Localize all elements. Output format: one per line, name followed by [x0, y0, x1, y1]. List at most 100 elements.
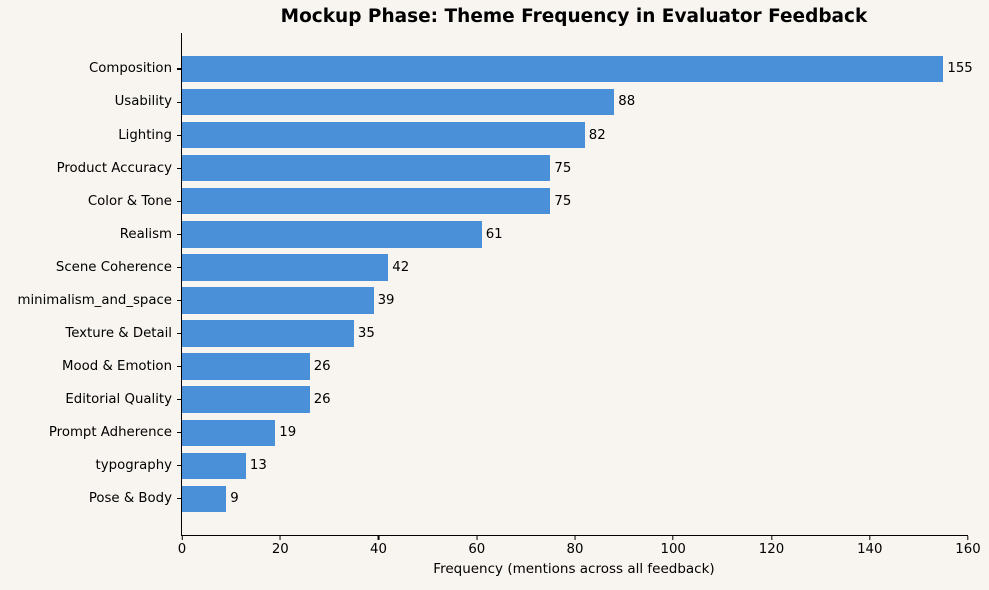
category-label: Composition: [88, 61, 172, 77]
x-tick: 120: [758, 536, 785, 558]
y-tick-mark: [177, 68, 181, 70]
value-label: 35: [357, 325, 375, 341]
chart-title: Mockup Phase: Theme Frequency in Evaluat…: [280, 6, 868, 27]
category-label: Editorial Quality: [65, 392, 172, 407]
value-label: 61: [485, 226, 503, 242]
value-label: 26: [313, 392, 331, 407]
category-label: Realism: [119, 226, 172, 242]
x-tick-mark: [476, 536, 478, 541]
bar-rows: Composition 155 Usability 88 Lighting 82…: [18, 53, 973, 516]
y-tick-mark: [177, 498, 181, 500]
value-label: 26: [313, 358, 331, 374]
x-tick-label: 100: [660, 542, 686, 558]
x-tick: 40: [370, 536, 387, 558]
value-label: 155: [947, 61, 973, 77]
bar: [182, 287, 374, 314]
x-tick-mark: [869, 536, 871, 541]
bar: [182, 55, 944, 83]
y-tick-mark: [177, 101, 181, 103]
value-label: 19: [279, 425, 297, 441]
y-tick-mark: [177, 332, 181, 335]
category-label: Prompt Adherence: [48, 425, 172, 441]
bar: [182, 452, 246, 479]
x-tick-label: 160: [955, 542, 981, 558]
x-tick-mark: [574, 536, 576, 541]
bar-row: Usability 88: [115, 86, 968, 119]
bar-row: Scene Coherence 42: [56, 251, 968, 284]
value-label: 75: [554, 160, 572, 176]
bar: [182, 121, 585, 149]
bar: [182, 485, 227, 513]
value-label: 42: [392, 259, 410, 275]
y-tick-mark: [177, 432, 181, 434]
bar-row: Prompt Adherence 19: [49, 416, 968, 449]
value-label: 39: [377, 292, 395, 308]
x-tick-mark: [181, 536, 183, 541]
bar-row: Texture & Detail 35: [65, 317, 968, 350]
x-tick-label: 120: [758, 542, 785, 558]
category-label: Texture & Detail: [65, 325, 172, 341]
bar: [182, 353, 310, 380]
x-tick: 100: [660, 536, 686, 558]
bar-row: minimalism_and_space 39: [18, 284, 968, 317]
x-tick-label: 80: [566, 542, 584, 558]
bar: [182, 254, 389, 281]
category-label: Usability: [114, 94, 172, 110]
y-tick-mark: [177, 465, 181, 467]
plot-area: Composition 155 Usability 88 Lighting 82…: [18, 33, 981, 557]
x-tick: 140: [857, 536, 883, 558]
bar: [182, 320, 354, 347]
x-tick: 20: [271, 536, 289, 558]
bar-row: typography 13: [96, 449, 968, 482]
bar: [182, 88, 615, 116]
x-tick: 60: [468, 536, 486, 558]
value-label: 13: [249, 458, 267, 474]
category-label: typography: [95, 458, 172, 474]
y-tick-mark: [177, 134, 181, 136]
category-label: Lighting: [118, 127, 172, 143]
bar: [182, 419, 276, 446]
x-tick-label: 0: [177, 542, 187, 558]
x-axis-label: Frequency (mentions across all feedback): [433, 561, 715, 577]
x-tick: 0: [177, 536, 187, 558]
bar: [182, 221, 482, 248]
x-tick-mark: [672, 536, 674, 541]
value-label: 88: [618, 94, 636, 110]
bar-row: Pose & Body 9: [89, 482, 968, 515]
y-tick-mark: [177, 366, 181, 368]
bar-row: Composition 155: [89, 53, 973, 86]
x-tick-mark: [377, 536, 380, 541]
x-tick-mark: [967, 536, 969, 541]
category-label: Mood & Emotion: [62, 358, 172, 374]
y-tick-mark: [177, 167, 181, 169]
bar-row: Editorial Quality 26: [65, 383, 968, 416]
y-tick-mark: [177, 233, 181, 235]
category-label: Pose & Body: [88, 491, 172, 507]
x-tick-mark: [770, 536, 773, 541]
bar: [182, 386, 310, 413]
bar-row: Mood & Emotion 26: [62, 350, 968, 383]
x-tick-label: 20: [271, 542, 289, 558]
category-label: Color & Tone: [87, 193, 172, 209]
x-tick-mark: [279, 536, 281, 541]
y-tick-mark: [177, 399, 181, 401]
y-tick-mark: [177, 299, 181, 302]
bar: [182, 188, 551, 215]
bar-row: Lighting 82: [118, 119, 968, 152]
category-label: Scene Coherence: [55, 259, 172, 275]
x-tick-label: 40: [370, 542, 387, 558]
value-label: 82: [588, 127, 606, 143]
category-label: Product Accuracy: [56, 160, 172, 176]
x-tick: 80: [566, 536, 584, 558]
bar-row: Color & Tone 75: [88, 185, 968, 218]
x-tick-label: 60: [468, 542, 486, 558]
value-label: 9: [230, 491, 239, 507]
y-tick-mark: [177, 200, 181, 202]
bar: [182, 155, 551, 182]
category-label: minimalism_and_space: [17, 292, 172, 308]
value-label: 75: [554, 193, 572, 209]
bar-row: Realism 61: [120, 218, 968, 251]
x-tick-label: 140: [857, 542, 883, 558]
y-tick-mark: [177, 266, 181, 268]
